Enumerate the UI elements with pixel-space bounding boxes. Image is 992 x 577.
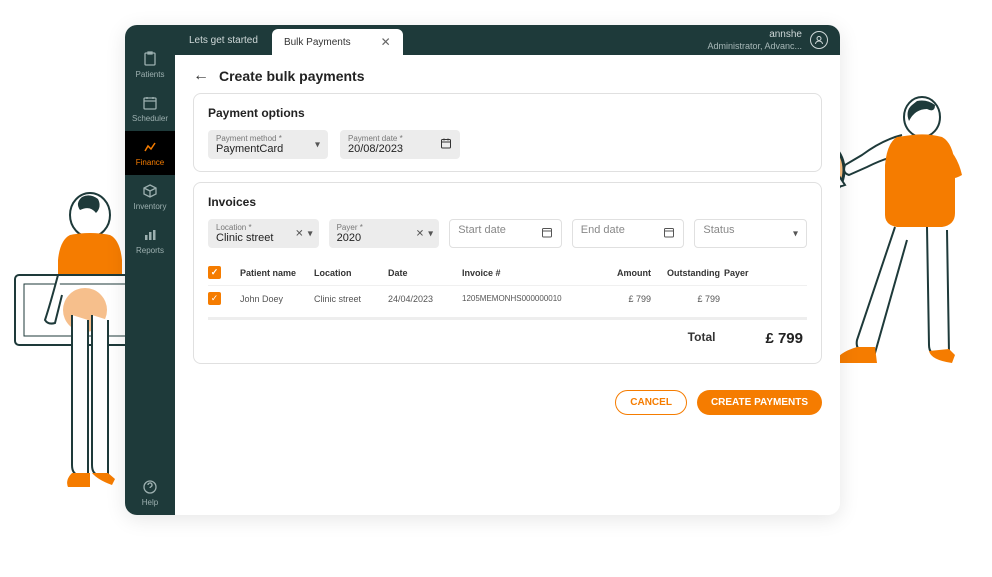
col-header: Invoice #: [462, 268, 592, 278]
page-title: Create bulk payments: [219, 68, 365, 84]
app-window: Patients Scheduler Finance Inventory Rep…: [125, 25, 840, 515]
field-value: PaymentCard: [216, 143, 320, 155]
sidebar-label: Help: [142, 498, 158, 507]
bars-icon: [142, 227, 158, 243]
sidebar-label: Inventory: [134, 202, 167, 211]
box-icon: [142, 183, 158, 199]
clear-icon[interactable]: ✕: [416, 228, 424, 239]
tab-label: Bulk Payments: [284, 37, 351, 48]
patients-icon: [142, 51, 158, 67]
topbar: Lets get started Bulk Payments ✕ annshe …: [175, 25, 840, 55]
user-role: Administrator, Advanc...: [707, 41, 802, 52]
table-row[interactable]: ✓ John Doey Clinic street 24/04/2023 120…: [208, 285, 807, 311]
calendar-icon: [440, 137, 452, 152]
payment-options-title: Payment options: [208, 106, 807, 120]
sidebar-item-scheduler[interactable]: Scheduler: [125, 87, 175, 131]
field-placeholder: End date: [581, 224, 676, 236]
finance-icon: [142, 139, 158, 155]
col-header: Patient name: [240, 268, 310, 278]
create-payments-button[interactable]: CREATE PAYMENTS: [697, 390, 822, 415]
chevron-down-icon: ▾: [428, 228, 433, 239]
payment-date-field[interactable]: Payment date * 20/08/2023: [340, 130, 460, 159]
cell-patient: John Doey: [240, 294, 310, 304]
sidebar-item-finance[interactable]: Finance: [125, 131, 175, 175]
row-checkbox[interactable]: ✓: [208, 292, 221, 305]
sidebar-item-patients[interactable]: Patients: [125, 43, 175, 87]
page-header: ← Create bulk payments: [175, 55, 840, 93]
total-value: £ 799: [765, 330, 803, 347]
calendar-icon: [142, 95, 158, 111]
chevron-down-icon: ▾: [793, 228, 798, 239]
location-filter[interactable]: Location * Clinic street ✕▾: [208, 219, 319, 248]
cell-invoice: 1205MEMONHS000000010: [462, 294, 592, 303]
calendar-icon: [663, 226, 675, 241]
sidebar-label: Scheduler: [132, 114, 168, 123]
status-filter[interactable]: Status ▾: [694, 219, 807, 248]
action-buttons: CANCEL CREATE PAYMENTS: [175, 386, 840, 415]
chevron-down-icon: ▾: [308, 228, 313, 239]
sidebar: Patients Scheduler Finance Inventory Rep…: [125, 25, 175, 515]
field-label: Payment method *: [216, 134, 320, 143]
payment-options-card: Payment options Payment method * Payment…: [193, 93, 822, 172]
field-placeholder: Start date: [458, 224, 553, 236]
back-arrow-icon[interactable]: ←: [193, 67, 209, 85]
main-area: Lets get started Bulk Payments ✕ annshe …: [175, 25, 840, 515]
col-header: Outstanding: [655, 268, 720, 278]
invoices-table: ✓ Patient name Location Date Invoice # A…: [208, 260, 807, 311]
col-header: Amount: [596, 268, 651, 278]
sidebar-label: Patients: [136, 70, 165, 79]
invoices-title: Invoices: [208, 195, 807, 209]
help-icon: [142, 479, 158, 495]
table-header: ✓ Patient name Location Date Invoice # A…: [208, 260, 807, 285]
close-icon[interactable]: ✕: [381, 35, 391, 49]
clear-icon[interactable]: ✕: [295, 228, 303, 239]
avatar[interactable]: [810, 31, 828, 49]
sidebar-label: Finance: [136, 158, 164, 167]
cell-outstanding: £ 799: [655, 294, 720, 304]
sidebar-item-reports[interactable]: Reports: [125, 219, 175, 263]
calendar-icon: [541, 226, 553, 241]
col-header: Payer: [724, 268, 774, 278]
user-name: annshe: [707, 29, 802, 41]
lets-get-started[interactable]: Lets get started: [175, 25, 272, 55]
field-value: 20/08/2023: [348, 143, 452, 155]
col-header: Date: [388, 268, 458, 278]
invoices-card: Invoices Location * Clinic street ✕▾ Pay…: [193, 182, 822, 364]
select-all-checkbox[interactable]: ✓: [208, 266, 221, 279]
total-label: Total: [688, 330, 716, 347]
chevron-down-icon: ▾: [315, 139, 320, 150]
field-label: Payment date *: [348, 134, 452, 143]
total-row: Total £ 799: [208, 317, 807, 351]
user-info: annshe Administrator, Advanc...: [707, 29, 802, 52]
start-date-filter[interactable]: Start date: [449, 219, 562, 248]
payment-method-field[interactable]: Payment method * PaymentCard ▾: [208, 130, 328, 159]
end-date-filter[interactable]: End date: [572, 219, 685, 248]
tab-bulk-payments[interactable]: Bulk Payments ✕: [272, 29, 403, 55]
sidebar-item-inventory[interactable]: Inventory: [125, 175, 175, 219]
cell-location: Clinic street: [314, 294, 384, 304]
payer-filter[interactable]: Payer * 2020 ✕▾: [329, 219, 440, 248]
cancel-button[interactable]: CANCEL: [615, 390, 687, 415]
sidebar-item-help[interactable]: Help: [125, 471, 175, 515]
cell-date: 24/04/2023: [388, 294, 458, 304]
cell-amount: £ 799: [596, 294, 651, 304]
sidebar-label: Reports: [136, 246, 164, 255]
col-header: Location: [314, 268, 384, 278]
field-placeholder: Status: [703, 224, 798, 236]
